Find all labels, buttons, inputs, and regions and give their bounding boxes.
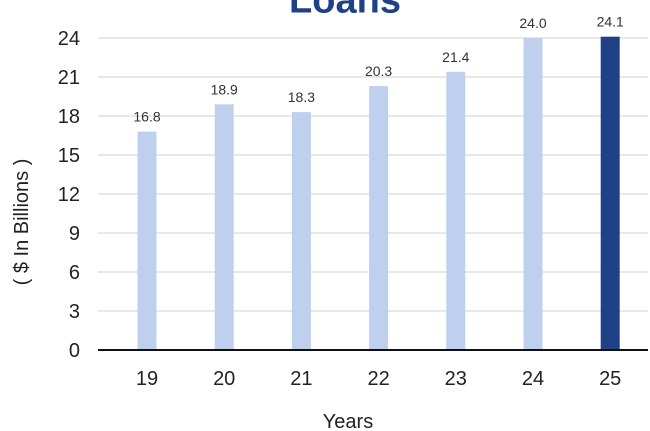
y-tick-label-15: 15 [58, 145, 80, 167]
x-tick-label-21: 21 [290, 368, 312, 390]
y-tick-label-0: 0 [69, 340, 80, 362]
x-tick-label-24: 24 [522, 368, 544, 390]
y-tick-label-12: 12 [58, 184, 80, 206]
y-tick-label-18: 18 [58, 106, 80, 128]
bars [137, 36, 620, 351]
data-label-25: 24.1 [597, 14, 624, 30]
y-axis-ticks: 0 3 6 9 12 15 18 21 24 [58, 28, 80, 362]
x-axis-ticks: 19 20 21 22 23 24 25 [136, 368, 621, 390]
bar-25 [600, 36, 620, 350]
x-tick-label-19: 19 [136, 368, 158, 390]
data-label-21: 18.3 [288, 89, 315, 105]
x-axis-title: Years [323, 411, 373, 431]
data-label-19: 16.8 [133, 109, 160, 125]
x-tick-label-25: 25 [599, 368, 621, 390]
x-tick-label-20: 20 [213, 368, 235, 390]
bar-22 [369, 86, 389, 350]
x-tick-label-23: 23 [445, 368, 467, 390]
bar-24 [523, 38, 543, 350]
y-tick-label-24: 24 [58, 28, 80, 50]
bar-19 [137, 131, 157, 350]
bar-21 [291, 112, 311, 350]
bar-20 [214, 104, 234, 350]
data-labels: 16.8 18.9 18.3 20.3 21.4 24.0 24.1 [133, 14, 624, 125]
y-axis-title: ( $ In Billions ) [11, 159, 33, 286]
data-label-20: 18.9 [211, 81, 238, 97]
y-tick-label-6: 6 [69, 262, 80, 284]
data-label-22: 20.3 [365, 63, 392, 79]
y-tick-label-9: 9 [69, 223, 80, 245]
x-tick-label-22: 22 [367, 368, 389, 390]
data-label-24: 24.0 [519, 15, 546, 31]
y-tick-label-3: 3 [69, 301, 80, 323]
bar-23 [446, 71, 466, 351]
y-tick-label-21: 21 [58, 67, 80, 89]
chart-title: Loans [289, 0, 401, 21]
data-label-23: 21.4 [442, 49, 469, 65]
